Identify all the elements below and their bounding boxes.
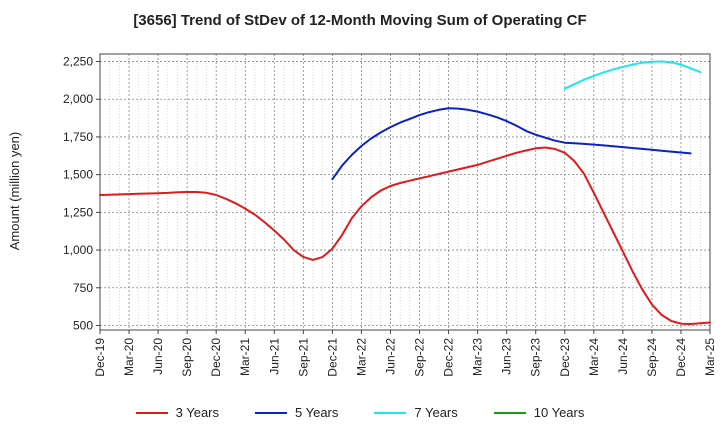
x-tick-label: Sep-22 bbox=[413, 338, 427, 377]
series-line-3-years bbox=[99, 146, 711, 325]
legend-swatch bbox=[135, 411, 168, 414]
legend-swatch bbox=[374, 411, 407, 414]
x-tick-label: Dec-21 bbox=[325, 338, 339, 377]
legend-item: 5 Years bbox=[255, 405, 338, 420]
y-tick-label: 2,000 bbox=[63, 92, 93, 106]
x-tick-label: Jun-23 bbox=[500, 338, 514, 375]
axis-layer: Dec-19 Mar-20 Jun-20 Sep-20 Dec-20 Mar-21 Jun-… bbox=[63, 53, 717, 377]
x-tick-label: Mar-24 bbox=[587, 338, 601, 376]
x-tick-label: Dec-20 bbox=[209, 338, 223, 377]
y-tick-label: 1,250 bbox=[63, 205, 93, 219]
legend-label: 3 Years bbox=[175, 405, 219, 420]
y-tick-label: 1,500 bbox=[63, 168, 93, 182]
legend-label: 5 Years bbox=[295, 405, 339, 420]
legend-item: 10 Years bbox=[493, 405, 585, 420]
y-tick-label: 1,000 bbox=[63, 243, 93, 257]
x-tick-label: Mar-25 bbox=[703, 338, 717, 376]
x-tick-label: Sep-24 bbox=[645, 338, 659, 377]
series-line-7-years bbox=[563, 60, 702, 90]
x-tick-label: Dec-24 bbox=[674, 338, 688, 377]
legend-swatch bbox=[255, 411, 287, 414]
x-tick-label: Mar-23 bbox=[471, 338, 485, 376]
legend-label: 10 Years bbox=[533, 405, 585, 420]
x-tick-label: Sep-21 bbox=[296, 338, 310, 377]
y-tick-label: 500 bbox=[73, 318, 93, 332]
x-tick-label: Mar-22 bbox=[354, 338, 368, 376]
y-axis-label: Amount (million yen) bbox=[7, 132, 22, 251]
chart-title: [3656] Trend of StDev of 12-Month Moving… bbox=[133, 12, 587, 29]
x-tick-label: Jun-24 bbox=[616, 338, 630, 375]
x-tick-label: Jun-20 bbox=[151, 338, 165, 375]
legend: 3 Years 5 Years 7 Years 10 Years bbox=[0, 405, 720, 420]
x-tick-label: Sep-23 bbox=[529, 338, 543, 377]
x-tick-label: Mar-21 bbox=[238, 338, 252, 376]
grid-layer bbox=[100, 54, 710, 330]
series-line-5-years bbox=[331, 107, 692, 181]
legend-item: 3 Years bbox=[135, 405, 219, 420]
plot-frame bbox=[99, 53, 711, 331]
x-tick-label: Mar-20 bbox=[122, 338, 136, 376]
x-tick-label: Dec-22 bbox=[442, 338, 456, 377]
legend-swatch bbox=[493, 411, 526, 414]
x-tick-label: Sep-20 bbox=[180, 338, 194, 377]
series-layer bbox=[99, 60, 711, 325]
y-tick-label: 1,750 bbox=[63, 130, 93, 144]
y-tick-label: 750 bbox=[73, 281, 93, 295]
legend-item: 7 Years bbox=[374, 405, 458, 420]
x-tick-label: Jun-21 bbox=[267, 338, 281, 375]
y-tick-label: 2,250 bbox=[63, 55, 93, 69]
x-tick-label: Dec-23 bbox=[558, 338, 572, 377]
x-tick-label: Jun-22 bbox=[383, 338, 397, 375]
legend-label: 7 Years bbox=[414, 405, 458, 420]
x-tick-label: Dec-19 bbox=[93, 338, 107, 377]
